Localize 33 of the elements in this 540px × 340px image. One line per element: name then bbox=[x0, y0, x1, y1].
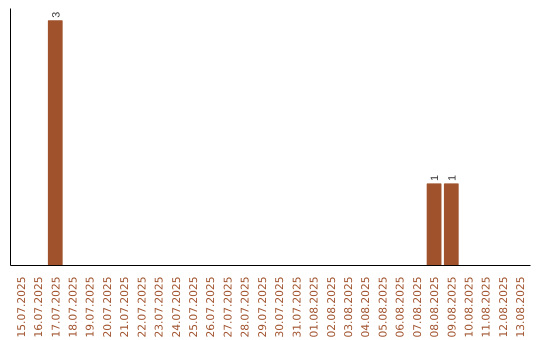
x-tick-label: 22.07.2025 bbox=[135, 276, 148, 338]
x-tick-label: 30.07.2025 bbox=[273, 276, 286, 338]
x-tick-label: 10.08.2025 bbox=[462, 276, 476, 338]
x-tick-label: 16.07.2025 bbox=[32, 276, 46, 338]
x-tick-label: 11.08.2025 bbox=[480, 276, 493, 338]
x-tick-label: 31.07.2025 bbox=[290, 276, 304, 338]
x-tick-label: 08.08.2025 bbox=[428, 276, 442, 338]
data-label: 1 bbox=[429, 174, 442, 181]
x-tick-label: 25.07.2025 bbox=[187, 276, 200, 338]
data-label: 1 bbox=[446, 174, 458, 181]
x-tick-label: 18.07.2025 bbox=[66, 276, 80, 338]
data-label: 3 bbox=[50, 12, 62, 18]
x-tick-label: 15.07.2025 bbox=[14, 276, 28, 338]
x-tick-label: 06.08.2025 bbox=[394, 276, 407, 338]
x-tick-label: 27.07.2025 bbox=[221, 276, 234, 338]
x-tick-label: 19.07.2025 bbox=[84, 276, 97, 338]
x-tick-label: 29.07.2025 bbox=[256, 276, 269, 338]
x-tick-label: 20.07.2025 bbox=[100, 276, 114, 338]
x-tick-label: 24.07.2025 bbox=[170, 276, 183, 338]
x-tick-label: 09.08.2025 bbox=[445, 276, 458, 338]
x-tick-label: 17.07.2025 bbox=[49, 276, 62, 338]
x-tick-label: 02.08.2025 bbox=[324, 276, 338, 338]
x-tick-label: 05.08.2025 bbox=[376, 276, 390, 338]
x-tick-label: 03.08.2025 bbox=[342, 276, 355, 338]
x-tick-label: 07.08.2025 bbox=[410, 276, 424, 338]
x-tick-label: 13.08.2025 bbox=[514, 276, 528, 338]
x-tick-label: 01.08.2025 bbox=[308, 276, 321, 338]
x-tick-label: 04.08.2025 bbox=[359, 276, 372, 338]
x-tick-label: 23.07.2025 bbox=[152, 276, 166, 338]
x-tick-label: 26.07.2025 bbox=[204, 276, 218, 338]
x-tick-label: 21.07.2025 bbox=[118, 276, 132, 338]
x-tick-label: 12.08.2025 bbox=[496, 276, 510, 338]
x-tick-label: 28.07.2025 bbox=[238, 276, 252, 338]
